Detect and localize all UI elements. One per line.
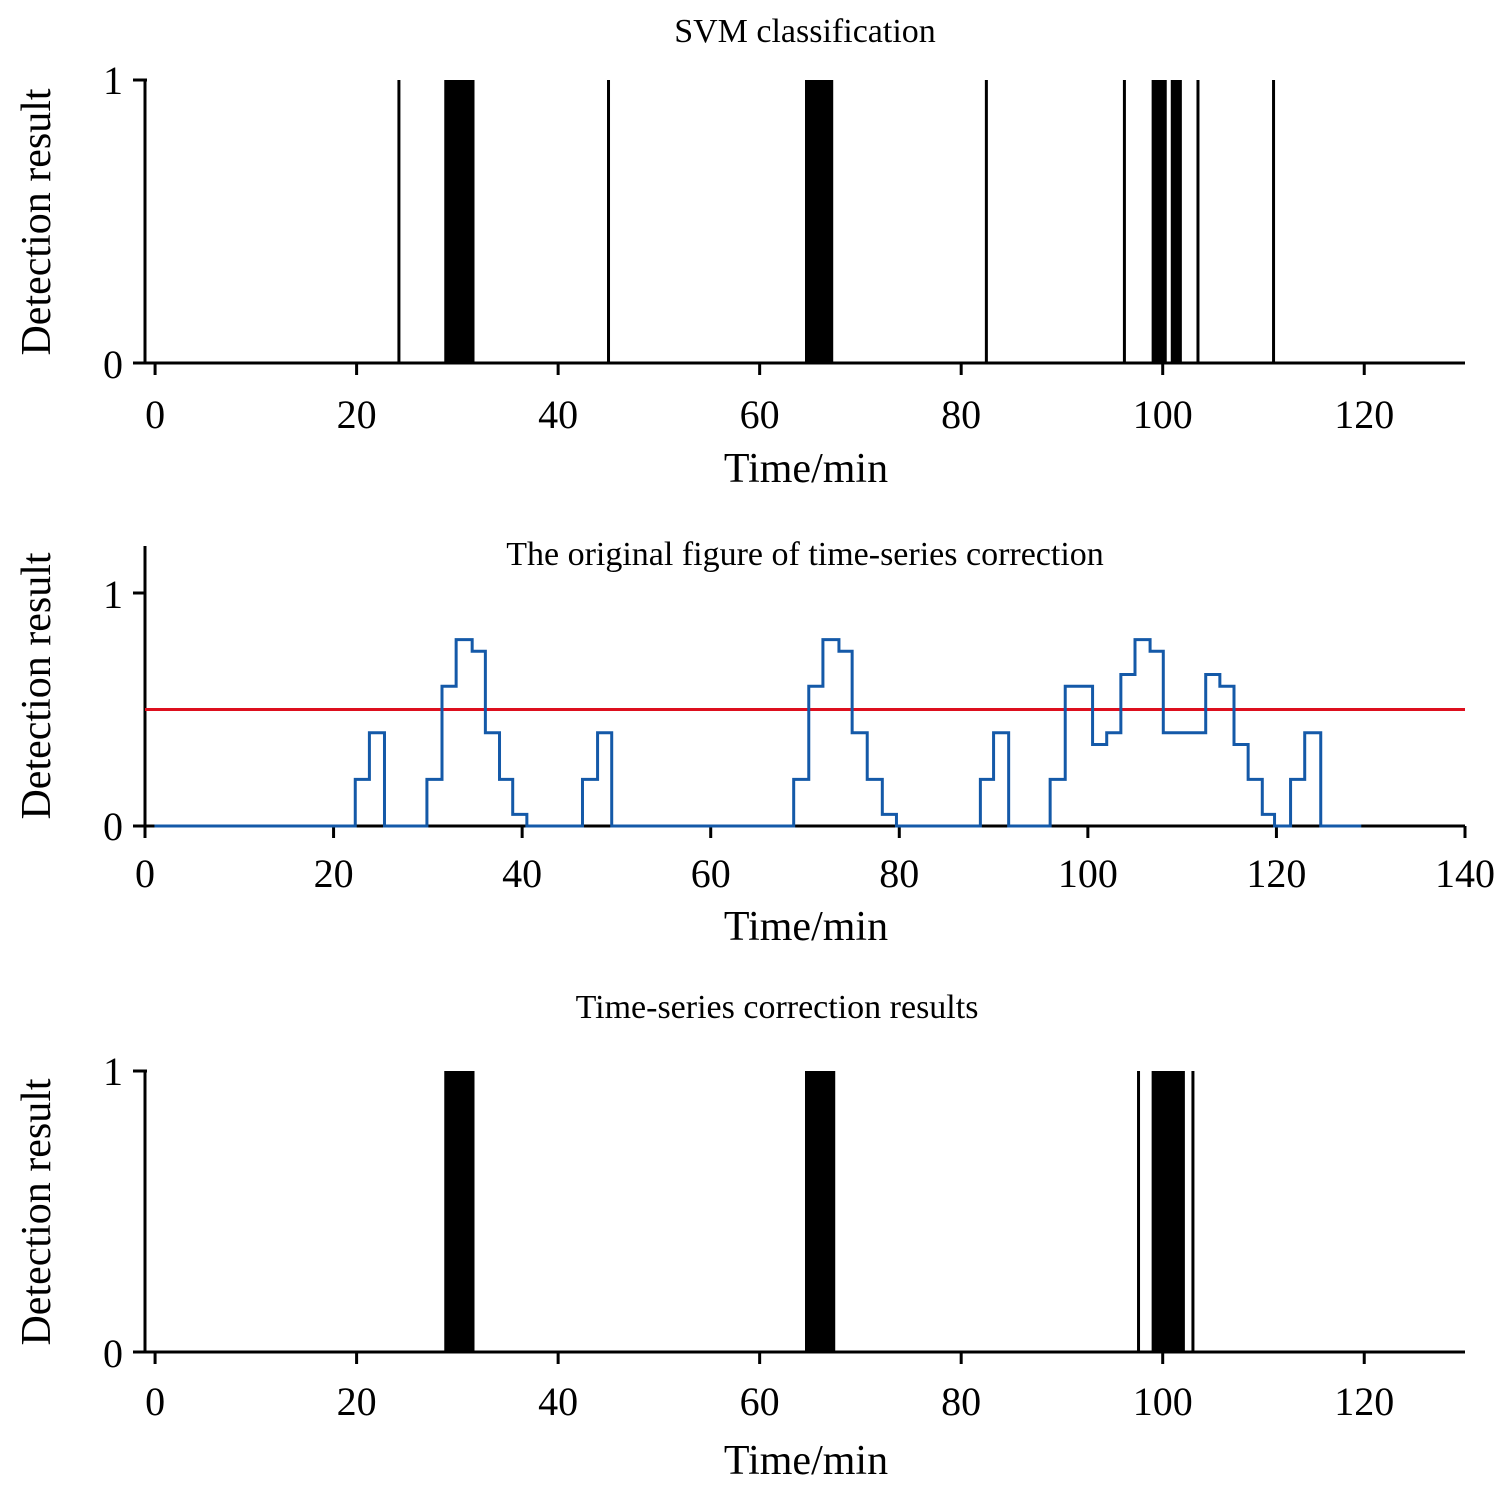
x-tick-label: 120 — [1334, 1379, 1394, 1424]
x-tick-label: 0 — [145, 392, 165, 437]
x-tick-label: 120 — [1246, 851, 1306, 896]
x-tick-label: 80 — [941, 1379, 981, 1424]
detection-block — [444, 80, 475, 363]
x-tick-label: 100 — [1058, 851, 1118, 896]
y-tick-label: 1 — [103, 58, 123, 103]
x-tick-label: 60 — [691, 851, 731, 896]
x-tick-label: 40 — [538, 1379, 578, 1424]
series-step-line — [154, 638, 1362, 828]
y-tick-label: 0 — [103, 804, 123, 849]
y-tick-label: 1 — [103, 1049, 123, 1094]
panel-svm-classification: SVM classification Time/min Detection re… — [14, 13, 1465, 492]
x-tick-label: 120 — [1334, 392, 1394, 437]
x-tick-label: 80 — [941, 392, 981, 437]
y-tick-label: 1 — [103, 572, 123, 617]
y-axis-label: Detection result — [14, 552, 60, 819]
detection-block — [1170, 80, 1182, 363]
detection-block — [1151, 1071, 1185, 1352]
x-axis-label: Time/min — [724, 1438, 888, 1484]
y-axis-label: Detection result — [14, 88, 60, 355]
x-tick-label: 80 — [879, 851, 919, 896]
x-tick-label: 60 — [740, 392, 780, 437]
x-tick-label: 20 — [337, 1379, 377, 1424]
panel-correction-results: Time-series correction results Time/min … — [14, 989, 1465, 1484]
y-axis-label: Detection result — [14, 1078, 60, 1345]
y-tick-label: 0 — [103, 342, 123, 387]
panel-time-series-original: The original figure of time-series corre… — [14, 536, 1495, 950]
x-tick-label: 100 — [1133, 1379, 1193, 1424]
panel-title: Time-series correction results — [576, 989, 979, 1026]
x-tick-label: 40 — [502, 851, 542, 896]
x-tick-label: 20 — [314, 851, 354, 896]
y-tick-label: 0 — [103, 1331, 123, 1376]
detection-block — [444, 1071, 475, 1352]
detection-block — [805, 80, 834, 363]
x-tick-label: 20 — [337, 392, 377, 437]
panel-title: SVM classification — [674, 13, 936, 50]
x-tick-label: 40 — [538, 392, 578, 437]
detection-block — [1151, 80, 1167, 363]
detection-block — [805, 1071, 836, 1352]
x-tick-label: 0 — [135, 851, 155, 896]
x-tick-label: 140 — [1435, 851, 1495, 896]
panel-title: The original figure of time-series corre… — [506, 536, 1104, 573]
x-axis-label: Time/min — [724, 904, 888, 950]
x-tick-label: 60 — [740, 1379, 780, 1424]
x-axis-label: Time/min — [724, 446, 888, 492]
x-tick-label: 100 — [1133, 392, 1193, 437]
x-tick-label: 0 — [145, 1379, 165, 1424]
